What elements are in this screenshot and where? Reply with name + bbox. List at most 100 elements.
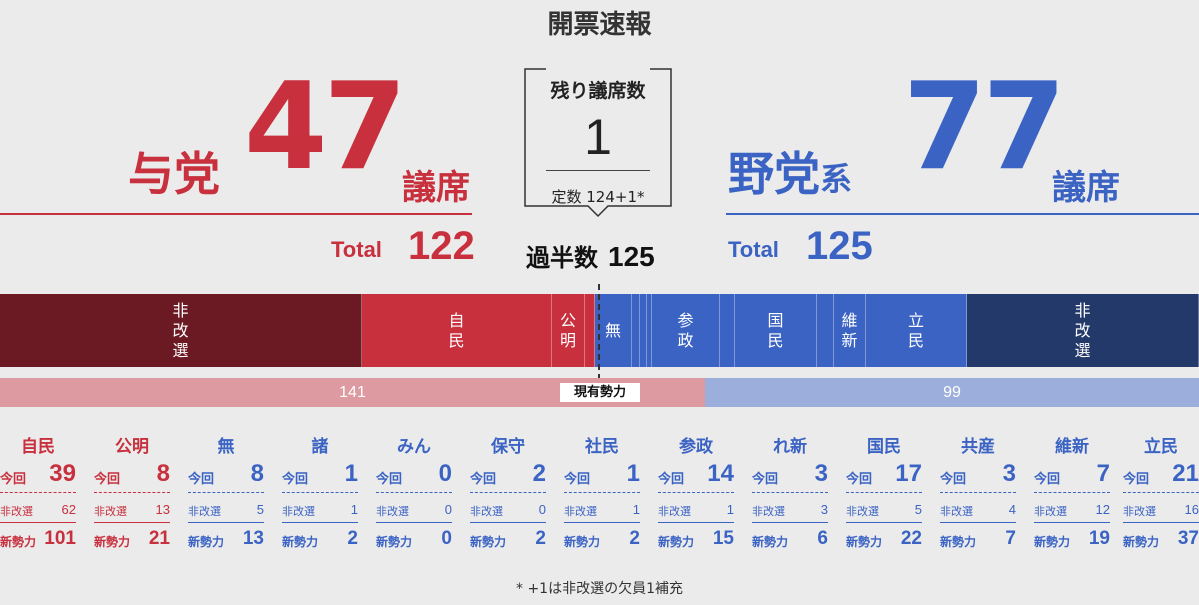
- hikaisen-value: 1: [350, 502, 358, 517]
- hikaisen-label: 非改選: [1034, 505, 1067, 518]
- shinseiryoku-label: 新勢力: [752, 535, 789, 549]
- hikaisen-label: 非改選: [282, 505, 315, 518]
- seat-segment: [640, 294, 647, 367]
- opposition-label: 野党系: [728, 138, 852, 204]
- shinseiryoku-value: 2: [347, 528, 358, 549]
- shinseiryoku-value: 37: [1177, 528, 1199, 549]
- seat-segment-label: 立民: [907, 310, 924, 350]
- shinseiryoku-label: 新勢力: [188, 535, 225, 549]
- party-card: みん 今回 0 非改選 0 新勢力 0: [376, 432, 452, 552]
- opposition-label-main: 野党: [728, 147, 820, 201]
- remaining-title: 残り議席数: [550, 80, 646, 102]
- konkai-label: 今回: [470, 472, 497, 487]
- party-name: 立民: [1144, 437, 1178, 457]
- opposition-seat-unit: 議席: [1052, 168, 1120, 208]
- shinseiryoku-value: 101: [44, 528, 76, 549]
- hikaisen-value: 5: [914, 502, 922, 517]
- card-divider: [564, 492, 640, 493]
- shinseiryoku-value: 19: [1088, 528, 1110, 549]
- card-rule: [1034, 522, 1110, 523]
- opposition-divider: [726, 213, 1199, 215]
- ruling-total: 122: [408, 224, 475, 268]
- hikaisen-value: 3: [820, 502, 828, 517]
- party-name: 共産: [961, 437, 995, 457]
- hikaisen-value: 0: [444, 502, 452, 517]
- seat-segment-label: 維新: [841, 310, 858, 350]
- card-divider: [282, 492, 358, 493]
- shinseiryoku-value: 21: [148, 528, 170, 549]
- card-divider: [1034, 492, 1110, 493]
- party-card: 無今回 8 非改選 5 新勢力 13: [188, 432, 264, 552]
- shinseiryoku-label: 新勢力: [0, 535, 37, 549]
- konkai-label: 今回: [376, 472, 403, 487]
- seat-segment-label: 公明: [559, 310, 576, 350]
- seat-segment-label: 国民: [767, 310, 784, 350]
- party-name: 公明: [115, 437, 149, 457]
- party-name: みん: [397, 437, 431, 457]
- konkai-label: 今回: [94, 472, 121, 487]
- party-name: 保守: [491, 437, 525, 457]
- hikaisen-label: 非改選: [846, 505, 879, 518]
- shinseiryoku-label: 新勢力: [940, 535, 977, 549]
- konkai-value: 8: [156, 460, 170, 487]
- hikaisen-value: 12: [1095, 502, 1110, 517]
- hikaisen-label: 非改選: [564, 505, 597, 518]
- hikaisen-value: 62: [61, 502, 76, 517]
- konkai-value: 1: [626, 460, 640, 487]
- konkai-value: 0: [438, 460, 452, 487]
- hikaisen-value: 1: [632, 502, 640, 517]
- card-divider: [94, 492, 170, 493]
- hikaisen-label: 非改選: [0, 505, 33, 518]
- seat-segment: 非改選: [0, 294, 362, 367]
- seat-segment: 非改選: [967, 294, 1199, 367]
- card-rule: [752, 522, 828, 523]
- party-card: 参政 今回 14 非改選 1 新勢力 15: [658, 432, 734, 552]
- shinseiryoku-label: 新勢力: [94, 535, 131, 549]
- seat-segment: 立民: [866, 294, 967, 367]
- party-card: 立民 今回 21 非改選 16 新勢力 37: [1123, 432, 1199, 552]
- konkai-label: 今回: [564, 472, 591, 487]
- card-divider: [376, 492, 452, 493]
- page-title: 開票速報: [547, 10, 652, 40]
- card-rule: [470, 522, 546, 523]
- current-strength-label: 現有勢力: [560, 383, 640, 402]
- party-name: 国民: [867, 437, 901, 457]
- majority-midline: [598, 284, 600, 380]
- shinseiryoku-label: 新勢力: [1123, 535, 1160, 549]
- hikaisen-label: 非改選: [94, 505, 127, 518]
- current-ruling-value: 141: [339, 384, 366, 401]
- shinseiryoku-label: 新勢力: [564, 535, 601, 549]
- card-divider: [846, 492, 922, 493]
- party-card: 共産 今回 3 非改選 4 新勢力 7: [940, 432, 1016, 552]
- card-divider: [940, 492, 1016, 493]
- hikaisen-label: 非改選: [470, 505, 503, 518]
- card-rule: [282, 522, 358, 523]
- seat-segment: [647, 294, 652, 367]
- party-card: 保守 今回 2 非改選 0 新勢力 2: [470, 432, 546, 552]
- hikaisen-label: 非改選: [940, 505, 973, 518]
- card-divider: [188, 492, 264, 493]
- konkai-value: 7: [1096, 460, 1110, 487]
- remaining-value: 1: [584, 109, 612, 165]
- hikaisen-value: 5: [256, 502, 264, 517]
- card-rule: [1123, 522, 1199, 523]
- shinseiryoku-value: 2: [629, 528, 640, 549]
- current-opposition-bar: 99: [705, 378, 1199, 407]
- majority-line: 過半数 125: [526, 238, 655, 273]
- party-card: 社民 今回 1 非改選 1 新勢力 2: [564, 432, 640, 552]
- card-rule: [658, 522, 734, 523]
- majority-value: 125: [608, 241, 655, 272]
- hikaisen-label: 非改選: [752, 505, 785, 518]
- seat-segment: 自民: [362, 294, 552, 367]
- konkai-label: 今回: [940, 472, 967, 487]
- card-divider: [470, 492, 546, 493]
- card-divider: [1123, 492, 1199, 493]
- party-name: れ新: [773, 437, 807, 457]
- shinseiryoku-value: 0: [441, 528, 452, 549]
- seat-segment: [720, 294, 735, 367]
- remaining-teisu: 定数 124+1*: [551, 188, 645, 206]
- hikaisen-value: 0: [538, 502, 546, 517]
- card-rule: [94, 522, 170, 523]
- hikaisen-value: 4: [1008, 502, 1016, 517]
- shinseiryoku-label: 新勢力: [846, 535, 883, 549]
